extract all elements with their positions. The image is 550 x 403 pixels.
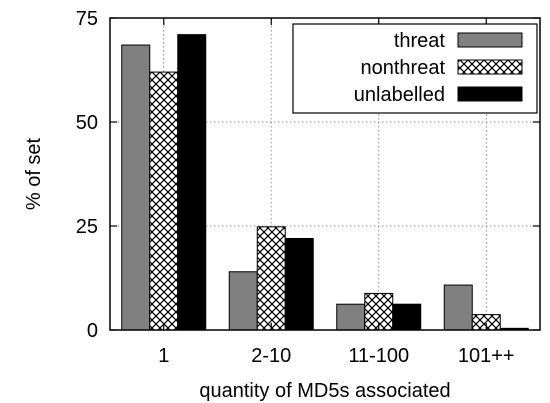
y-tick-label: 75 — [76, 8, 98, 30]
legend: threat nonthreat unlabelled — [292, 23, 538, 114]
legend-label-nonthreat: nonthreat — [360, 57, 445, 79]
bar-unlabelled-1 — [177, 34, 207, 331]
bar-unlabelled-2-10 — [284, 237, 314, 331]
y-tick-label: 25 — [76, 216, 98, 238]
x-axis-label: quantity of MD5s associated — [199, 380, 450, 402]
axis-ticks: 1 2-10 11-100 101++ 0 25 50 75 — [76, 8, 540, 367]
x-tick-label: 101++ — [458, 345, 515, 367]
bar-threat-11-100 — [336, 303, 366, 331]
x-tick-label: 11-100 — [348, 345, 409, 367]
legend-swatch-nonthreat — [457, 59, 523, 75]
x-tick-label: 2-10 — [251, 345, 291, 367]
plot-frame — [109, 17, 541, 331]
bar-unlabelled-11-100 — [392, 303, 422, 331]
y-tick-label: 0 — [87, 320, 98, 342]
bar-nonthreat-1 — [149, 71, 179, 331]
bar-threat-1 — [121, 44, 151, 331]
bar-threat-2-10 — [228, 271, 258, 331]
bar-nonthreat-2-10 — [256, 226, 286, 331]
y-axis-label: % of set — [23, 137, 45, 210]
legend-label-unlabelled: unlabelled — [354, 84, 445, 106]
y-tick-label: 50 — [76, 112, 98, 134]
legend-swatch-unlabelled — [457, 86, 523, 102]
legend-label-threat: threat — [394, 30, 446, 52]
x-tick-label: 1 — [158, 345, 169, 367]
legend-swatch-threat — [457, 32, 523, 48]
bar-threat-101++ — [443, 284, 473, 331]
